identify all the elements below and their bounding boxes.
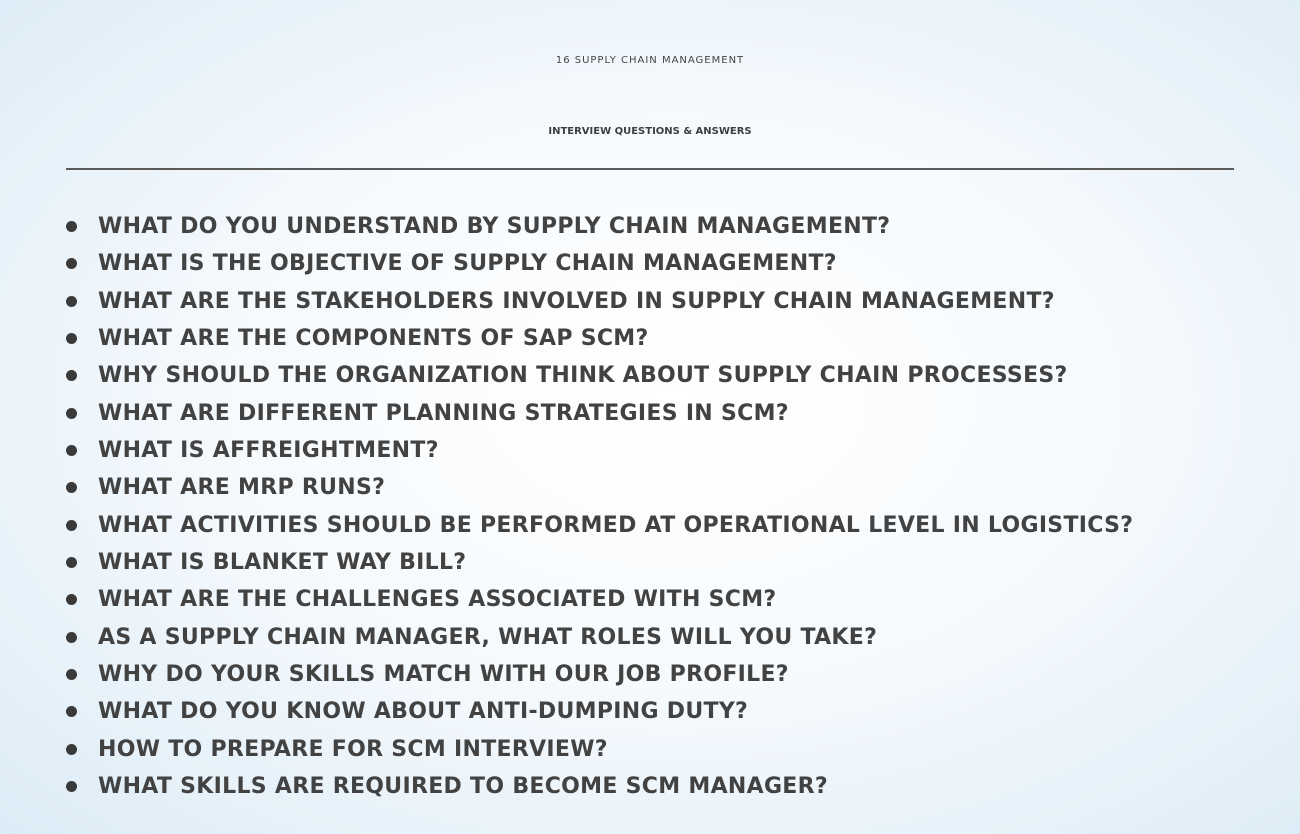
- question-text: WHAT ARE THE STAKEHOLDERS INVOLVED IN SU…: [98, 288, 1055, 314]
- question-text: WHAT IS AFFREIGHTMENT?: [98, 438, 439, 464]
- question-text: WHY SHOULD THE ORGANIZATION THINK ABOUT …: [98, 363, 1068, 389]
- question-text: WHAT IS THE OBJECTIVE OF SUPPLY CHAIN MA…: [98, 251, 837, 277]
- bullet-icon: [66, 781, 77, 793]
- list-item: WHAT DO YOU UNDERSTAND BY SUPPLY CHAIN M…: [64, 208, 1264, 245]
- question-text: WHAT ARE THE COMPONENTS OF SAP SCM?: [98, 326, 649, 352]
- question-text: AS A SUPPLY CHAIN MANAGER, WHAT ROLES WI…: [98, 624, 878, 650]
- question-text: WHAT ARE MRP RUNS?: [98, 475, 386, 501]
- question-text: WHAT ACTIVITIES SHOULD BE PERFORMED AT O…: [98, 512, 1134, 538]
- bullet-icon: [66, 519, 77, 531]
- list-item: WHAT IS AFFREIGHTMENT?: [64, 432, 1264, 469]
- bullet-icon: [66, 557, 77, 569]
- bullet-icon: [66, 594, 77, 606]
- question-text: WHAT DO YOU KNOW ABOUT ANTI-DUMPING DUTY…: [98, 699, 749, 725]
- question-text: WHAT IS BLANKET WAY BILL?: [98, 550, 467, 576]
- question-text: WHAT SKILLS ARE REQUIRED TO BECOME SCM M…: [98, 774, 828, 800]
- list-item: WHY SHOULD THE ORGANIZATION THINK ABOUT …: [64, 357, 1264, 394]
- bullet-icon: [66, 669, 77, 681]
- bullet-icon: [66, 631, 77, 643]
- bullet-icon: [66, 258, 77, 270]
- list-item: WHAT ARE THE COMPONENTS OF SAP SCM?: [64, 320, 1264, 357]
- question-text: HOW TO PREPARE FOR SCM INTERVIEW?: [98, 736, 608, 762]
- bullet-icon: [66, 743, 77, 755]
- bullet-icon: [66, 706, 77, 718]
- list-item: WHAT ARE THE STAKEHOLDERS INVOLVED IN SU…: [64, 283, 1264, 320]
- question-text: WHAT ARE THE CHALLENGES ASSOCIATED WITH …: [98, 587, 777, 613]
- bullet-icon: [66, 407, 77, 419]
- question-text: WHAT DO YOU UNDERSTAND BY SUPPLY CHAIN M…: [98, 214, 891, 240]
- bullet-icon: [66, 295, 77, 307]
- list-item: HOW TO PREPARE FOR SCM INTERVIEW?: [64, 731, 1264, 768]
- list-item: WHAT ARE MRP RUNS?: [64, 469, 1264, 506]
- bullet-icon: [66, 221, 77, 233]
- bullet-icon: [66, 370, 77, 382]
- question-text: WHAT ARE DIFFERENT PLANNING STRATEGIES I…: [98, 400, 789, 426]
- list-item: WHAT DO YOU KNOW ABOUT ANTI-DUMPING DUTY…: [64, 693, 1264, 730]
- list-item: WHAT ARE THE CHALLENGES ASSOCIATED WITH …: [64, 581, 1264, 618]
- bullet-icon: [66, 333, 77, 345]
- list-item: WHAT ARE DIFFERENT PLANNING STRATEGIES I…: [64, 395, 1264, 432]
- list-item: AS A SUPPLY CHAIN MANAGER, WHAT ROLES WI…: [64, 619, 1264, 656]
- list-item: WHAT SKILLS ARE REQUIRED TO BECOME SCM M…: [64, 768, 1264, 805]
- list-item: WHY DO YOUR SKILLS MATCH WITH OUR JOB PR…: [64, 656, 1264, 693]
- list-item: WHAT IS BLANKET WAY BILL?: [64, 544, 1264, 581]
- page-title-line-2: INTERVIEW QUESTIONS & ANSWERS: [548, 126, 752, 137]
- bullet-icon: [66, 445, 77, 457]
- question-list: WHAT DO YOU UNDERSTAND BY SUPPLY CHAIN M…: [64, 208, 1264, 805]
- page-title-line-1: 16 SUPPLY CHAIN MANAGEMENT: [555, 55, 745, 66]
- list-item: WHAT ACTIVITIES SHOULD BE PERFORMED AT O…: [64, 507, 1264, 544]
- question-text: WHY DO YOUR SKILLS MATCH WITH OUR JOB PR…: [98, 662, 789, 688]
- list-item: WHAT IS THE OBJECTIVE OF SUPPLY CHAIN MA…: [64, 245, 1264, 282]
- bullet-icon: [66, 482, 77, 494]
- title-underline: [66, 168, 1234, 170]
